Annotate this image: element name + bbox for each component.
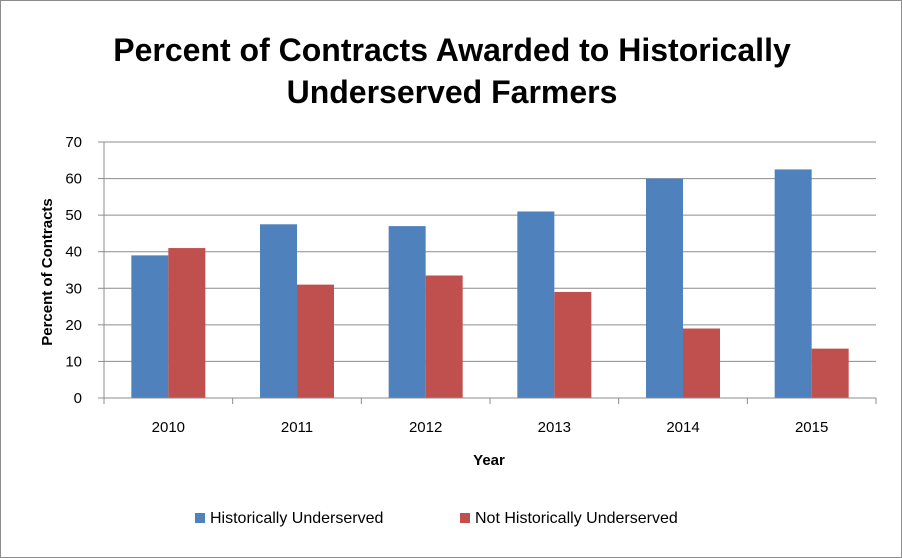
bar-historically-underserved-2015 xyxy=(774,169,812,398)
x-tick-label: 2011 xyxy=(281,419,313,436)
bar-not-historically-underserved-2014 xyxy=(683,328,720,398)
axes xyxy=(103,142,877,404)
x-tick-label: 2012 xyxy=(409,419,442,436)
bar-historically-underserved-2012 xyxy=(388,226,426,398)
x-tick-label: 2014 xyxy=(666,419,699,436)
legend: Historically Underserved Not Historically… xyxy=(195,510,678,527)
x-tick-label: 2013 xyxy=(538,419,571,436)
bar-historically-underserved-2014 xyxy=(646,178,683,398)
chart-title-line-2: Underserved Farmers xyxy=(286,74,618,110)
bar-historically-underserved-2011 xyxy=(260,224,297,398)
bars xyxy=(131,169,849,398)
x-tick-labels: 2010 2011 2012 2013 2014 2015 xyxy=(152,419,829,436)
x-axis-title: Year xyxy=(473,452,505,469)
bar-not-historically-underserved-2012 xyxy=(425,275,463,398)
gridlines xyxy=(104,141,876,362)
bar-not-historically-underserved-2011 xyxy=(297,284,334,398)
x-tick-label: 2015 xyxy=(795,419,828,436)
bar-historically-underserved-2010 xyxy=(131,255,169,398)
legend-label-not-historically-underserved: Not Historically Underserved xyxy=(475,510,678,527)
bar-not-historically-underserved-2010 xyxy=(168,248,206,398)
bar-historically-underserved-2013 xyxy=(517,211,555,398)
y-tick-label: 50 xyxy=(65,207,82,224)
y-tick-label: 0 xyxy=(74,390,82,407)
chart-title-line-1: Percent of Contracts Awarded to Historic… xyxy=(113,32,791,68)
legend-swatch-not-historically-underserved xyxy=(460,513,470,523)
x-tick-label: 2010 xyxy=(152,419,185,436)
y-tick-label: 60 xyxy=(65,171,82,188)
y-tick-label: 20 xyxy=(65,317,82,334)
chart-title: Percent of Contracts Awarded to Historic… xyxy=(1,29,902,113)
y-axis-title: Percent of Contracts xyxy=(39,198,56,346)
y-tick-labels: 0 10 20 30 40 50 60 70 xyxy=(65,134,104,407)
bar-not-historically-underserved-2015 xyxy=(811,348,849,398)
legend-label-historically-underserved: Historically Underserved xyxy=(210,510,383,527)
legend-swatch-historically-underserved xyxy=(195,513,205,523)
bar-not-historically-underserved-2013 xyxy=(554,291,592,398)
y-tick-label: 30 xyxy=(65,280,82,297)
y-tick-label: 10 xyxy=(65,353,82,370)
y-tick-label: 40 xyxy=(65,244,82,261)
y-tick-label: 70 xyxy=(65,134,82,151)
